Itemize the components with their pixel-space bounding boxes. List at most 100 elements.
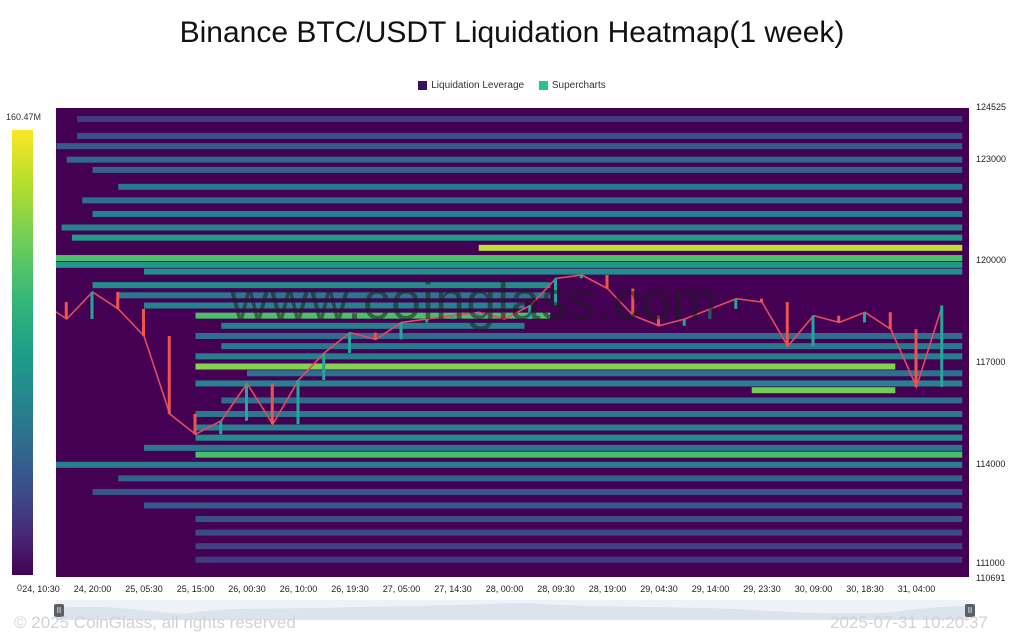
liquidation-band[interactable] (478, 244, 963, 251)
y-tick-label: 117000 (976, 357, 1006, 368)
liquidation-band[interactable] (195, 529, 963, 536)
liquidation-band[interactable] (82, 197, 963, 204)
liquidation-band[interactable] (56, 461, 963, 468)
liquidation-band[interactable] (195, 353, 963, 360)
x-tick-label: 28, 19:00 (588, 584, 627, 594)
price-candle (373, 332, 377, 340)
x-tick-label: 26, 19:30 (331, 584, 369, 594)
x-tick-label: 29, 14:00 (691, 584, 730, 594)
liquidation-band[interactable] (56, 255, 963, 262)
y-tick-label: 120000 (976, 255, 1007, 266)
price-candle (116, 291, 120, 309)
price-candle (631, 288, 635, 316)
x-tick-label: 30, 09:00 (794, 584, 833, 594)
x-tick-label: 26, 00:30 (228, 584, 266, 594)
x-tick-label: 29, 23:30 (743, 584, 781, 594)
liquidation-band[interactable] (71, 234, 963, 241)
price-candle (245, 383, 248, 421)
price-candle (219, 420, 223, 435)
price-candle (760, 298, 763, 303)
liquidation-band[interactable] (77, 116, 963, 123)
liquidation-band[interactable] (195, 332, 963, 339)
liquidation-band[interactable] (751, 387, 896, 394)
liquidation-band[interactable] (56, 143, 963, 150)
price-candle (837, 315, 841, 323)
liquidation-band[interactable] (92, 210, 963, 217)
liquidation-band[interactable] (221, 397, 963, 404)
chart-title: Binance BTC/USDT Liquidation Heatmap(1 w… (179, 16, 845, 49)
liquidation-band[interactable] (61, 224, 963, 231)
liquidation-band[interactable] (92, 282, 551, 289)
x-tick-label: 25, 15:00 (176, 584, 215, 594)
price-candle (296, 380, 300, 425)
y-tick-label: 110691 (976, 573, 1006, 583)
liquidation-band[interactable] (195, 363, 896, 370)
price-candle (528, 305, 532, 320)
liquidation-band[interactable] (56, 261, 963, 268)
liquidation-band[interactable] (195, 516, 963, 523)
x-tick-label: 28, 00:00 (485, 584, 524, 594)
y-tick-label: 124525 (976, 102, 1007, 112)
colorbar[interactable] (12, 130, 33, 575)
liquidation-band[interactable] (195, 434, 963, 441)
price-candle (914, 329, 918, 387)
liquidation-band[interactable] (195, 556, 963, 563)
x-tick-label: 26, 10:00 (279, 584, 318, 594)
liquidation-band[interactable] (247, 370, 963, 377)
liquidation-band[interactable] (195, 380, 963, 387)
time-navigator[interactable] (56, 600, 969, 620)
y-tick-label: 123000 (976, 153, 1007, 164)
price-line (56, 274, 944, 436)
liquidation-band[interactable] (118, 475, 963, 482)
legend-item-liquidation-leverage[interactable]: Liquidation Leverage (418, 80, 524, 91)
price-candle (579, 274, 583, 279)
price-candle (734, 298, 738, 309)
price-candle (785, 302, 789, 347)
legend-label: Liquidation Leverage (431, 80, 525, 91)
heatmap-svg (56, 116, 963, 563)
liquidation-band[interactable] (66, 156, 963, 163)
price-candle (682, 319, 686, 326)
liquidation-band[interactable] (221, 322, 525, 329)
liquidation-band[interactable] (144, 444, 963, 451)
price-candle (451, 315, 454, 320)
liquidation-band[interactable] (221, 343, 963, 350)
legend-item-supercharts[interactable]: Supercharts (538, 80, 606, 91)
x-tick-label: 25, 05:30 (125, 584, 163, 594)
price-candle (142, 308, 145, 336)
navigator-right-handle[interactable]: II (965, 604, 975, 617)
heatmap-plot-area[interactable] (56, 108, 969, 577)
x-tick-label: 30, 18:30 (846, 584, 884, 594)
liquidation-band[interactable] (144, 502, 963, 509)
liquidation-band[interactable] (118, 292, 551, 299)
price-candle (811, 315, 815, 347)
liquidation-band[interactable] (195, 424, 963, 431)
liquidation-band[interactable] (118, 183, 963, 190)
liquidation-band[interactable] (77, 132, 963, 139)
price-candle (888, 312, 892, 330)
price-candle (657, 315, 660, 326)
liquidation-band[interactable] (92, 166, 963, 173)
legend-swatch (538, 81, 548, 90)
x-tick-label: 24, 10:30 (22, 584, 60, 594)
x-tick-label: 31, 04:00 (897, 584, 936, 594)
x-tick-label: 28, 09:30 (537, 584, 575, 594)
price-candle (554, 278, 557, 306)
liquidation-band[interactable] (144, 302, 525, 309)
price-candle (399, 322, 403, 340)
x-tick-label: 27, 14:30 (434, 584, 472, 594)
price-candle (708, 308, 712, 320)
liquidation-band[interactable] (195, 451, 963, 458)
liquidation-band[interactable] (92, 488, 963, 495)
liquidation-band[interactable] (195, 312, 551, 319)
price-candle (863, 312, 866, 323)
liquidation-band[interactable] (195, 543, 963, 550)
liquidation-band[interactable] (195, 410, 963, 417)
price-candle (605, 274, 609, 289)
y-tick-label: 114000 (976, 458, 1006, 469)
legend-label: Supercharts (551, 80, 606, 91)
legend-swatch (418, 81, 428, 90)
navigator-left-handle[interactable]: II (54, 604, 64, 617)
liquidation-band[interactable] (144, 268, 963, 275)
price-candle (425, 319, 429, 323)
